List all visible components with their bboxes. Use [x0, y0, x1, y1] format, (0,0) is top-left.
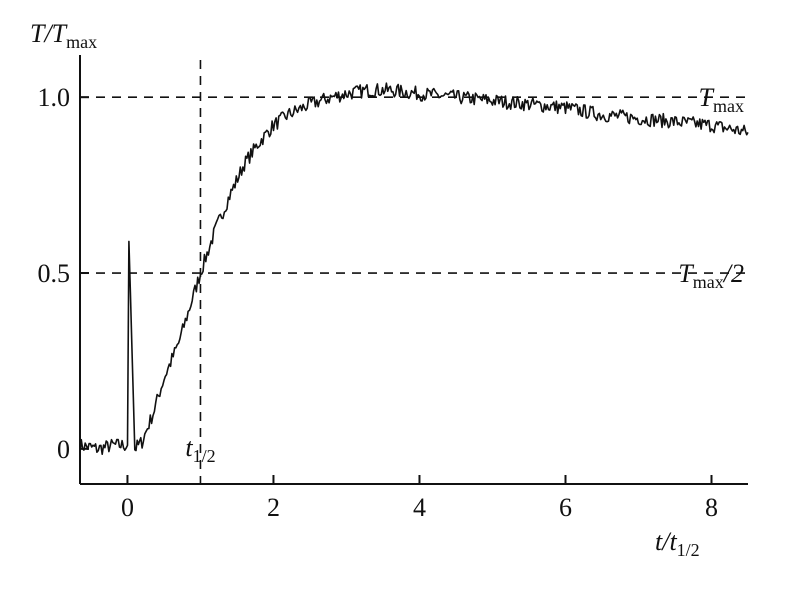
y-tick-label: 1.0: [38, 83, 71, 112]
x-tick-label: 6: [559, 493, 572, 522]
x-tick-label: 8: [705, 493, 718, 522]
x-axis-label: t/t1/2: [655, 527, 700, 560]
ref-line-label: Tmax/2: [678, 259, 744, 292]
y-tick-label: 0: [57, 435, 70, 464]
x-tick-label: 4: [413, 493, 426, 522]
y-tick-label: 0.5: [38, 259, 71, 288]
y-axis-label: T/Tmax: [30, 19, 97, 52]
x-tick-label: 2: [267, 493, 280, 522]
ref-line-label: Tmax: [699, 83, 744, 116]
series-group: [79, 82, 749, 456]
axes: [79, 55, 748, 485]
ticks: 0 2 4 6 8 0 0.5 1.0: [38, 83, 718, 522]
ref-line-label: t1/2: [185, 433, 215, 466]
series-line: [79, 82, 749, 456]
labels: Tmax Tmax/2 t1/2 T/Tmax t/t1/2: [30, 19, 744, 560]
reference-lines: [80, 60, 748, 484]
x-tick-label: 0: [121, 493, 134, 522]
